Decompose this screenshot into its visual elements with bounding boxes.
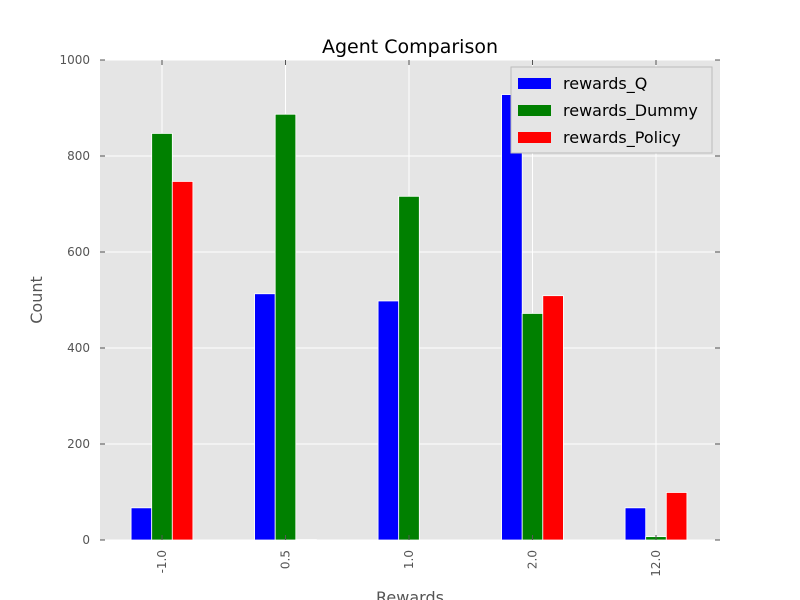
- y-tick-label: 200: [67, 437, 90, 451]
- x-tick-label: 12.0: [649, 550, 663, 577]
- bar-rewards_Q-2.0: [501, 94, 523, 541]
- bars: [130, 94, 688, 541]
- y-tick-label: 400: [67, 341, 90, 355]
- legend-swatch-rewards_Dummy: [518, 105, 551, 116]
- x-tick-label: 1.0: [402, 550, 416, 569]
- x-tick-label: -1.0: [155, 550, 169, 573]
- bar-rewards_Q-1.0: [377, 300, 400, 541]
- y-tick-label: 800: [67, 149, 90, 163]
- y-tick-label: 600: [67, 245, 90, 259]
- y-tick-label: 1000: [59, 53, 90, 67]
- chart-title: Agent Comparison: [322, 36, 498, 58]
- legend: rewards_Q rewards_Dummy rewards_Policy: [510, 66, 713, 154]
- bar-rewards_Q--1.0: [130, 507, 153, 541]
- x-tick-label: 0.5: [279, 550, 293, 569]
- legend-label-rewards_Q: rewards_Q: [563, 74, 647, 94]
- axis-ticks: 0 200 400 600 800 1000 -1.0 0.5 1.0 2.0 12.0: [59, 53, 720, 577]
- bar-rewards_Policy-12.0: [665, 492, 688, 541]
- bar-rewards_Policy--1.0: [171, 181, 194, 541]
- bar-rewards_Dummy--1.0: [151, 133, 173, 541]
- legend-label-rewards_Policy: rewards_Policy: [563, 128, 681, 148]
- bar-rewards_Q-0.5: [254, 293, 276, 541]
- legend-swatch-rewards_Policy: [518, 132, 551, 143]
- bar-rewards_Policy-2.0: [542, 295, 564, 541]
- bar-rewards_Dummy-2.0: [521, 313, 544, 541]
- bar-rewards_Q-12.0: [624, 507, 647, 541]
- x-axis-label: Rewards: [376, 588, 444, 600]
- bar-rewards_Dummy-1.0: [398, 195, 420, 541]
- x-tick-label: 2.0: [526, 550, 540, 569]
- y-tick-label: 0: [82, 533, 90, 547]
- legend-swatch-rewards_Q: [518, 78, 551, 89]
- y-axis-label: Count: [27, 276, 46, 324]
- legend-label-rewards_Dummy: rewards_Dummy: [563, 101, 698, 121]
- bar-rewards_Dummy-0.5: [274, 113, 297, 541]
